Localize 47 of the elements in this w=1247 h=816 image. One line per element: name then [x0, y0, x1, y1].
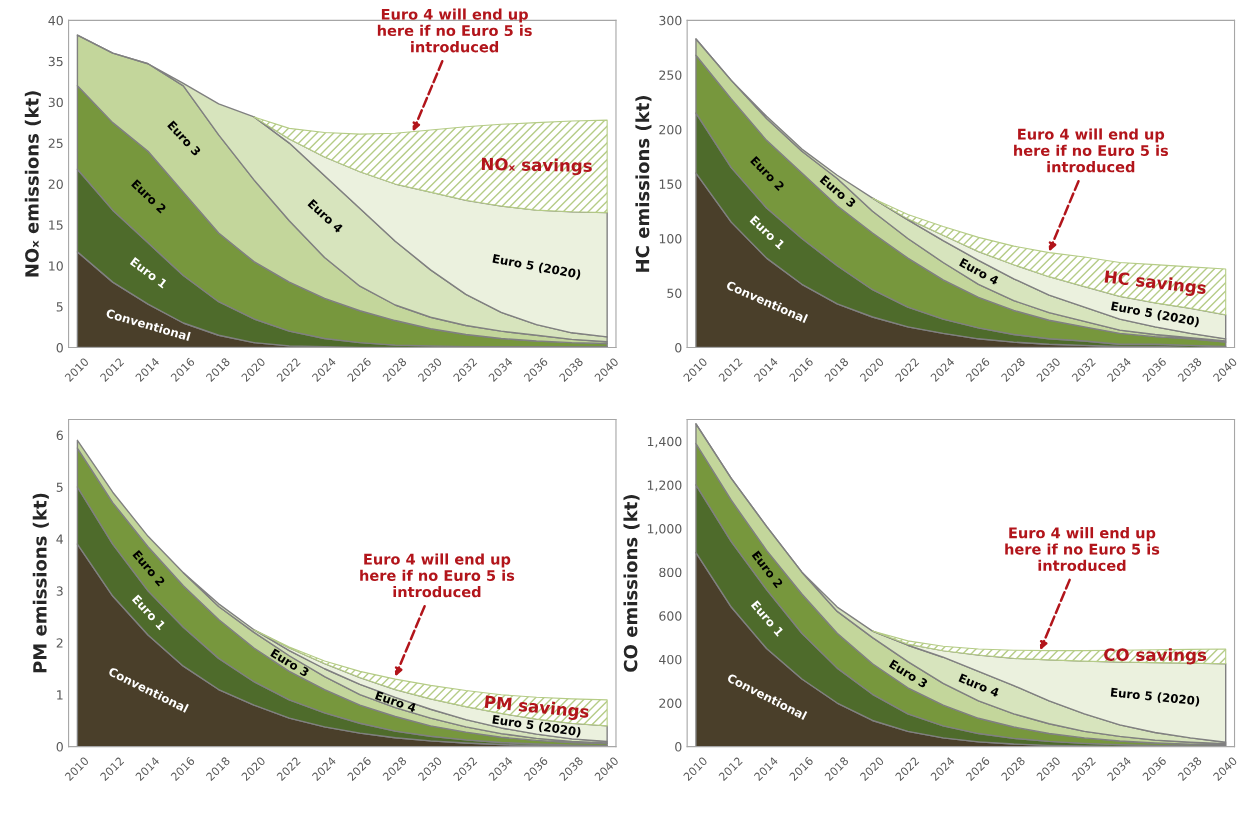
y-tick-label: 400	[659, 654, 682, 665]
y-tick-label: 15	[49, 220, 63, 230]
series-label: CO savings	[1104, 648, 1207, 665]
annotation: Euro 4 will end up here if no Euro 5 is introduced	[360, 553, 515, 598]
y-tick-label: 35	[48, 56, 63, 67]
series-label: Euro 4	[958, 673, 1000, 698]
series-label: Euro 4	[374, 690, 417, 713]
y-tick-label: 1,000	[647, 524, 682, 535]
y-tick-label: 100	[659, 233, 682, 244]
y-tick-label: 0	[56, 343, 63, 353]
y-tick-label: 40	[48, 15, 63, 26]
y-tick-label: 0	[675, 343, 682, 353]
y-tick-label: 1,400	[647, 436, 682, 448]
y-tick-label: 300	[659, 15, 682, 26]
y-tick-label: 0	[675, 742, 682, 752]
y-tick-label: 4	[56, 534, 64, 544]
series-label: Euro 5 (2020)	[1110, 687, 1200, 707]
series-label: NOₓ savings	[481, 157, 592, 176]
y-axis-title: HC emissions (kt)	[635, 96, 652, 272]
y-axis-title: PM emissions (kt)	[32, 493, 49, 673]
y-tick-label: 5	[56, 302, 63, 312]
series-label: HC savings	[1104, 269, 1207, 298]
y-tick-label: 25	[48, 138, 63, 148]
y-tick-label: 50	[667, 288, 682, 298]
y-tick-label: 6	[56, 430, 63, 441]
y-tick-label: 200	[659, 698, 682, 708]
y-tick-label: 1,200	[647, 480, 682, 492]
annotation: Euro 4 will end up here if no Euro 5 is introduced	[1014, 128, 1169, 173]
y-tick-label: 30	[48, 97, 63, 108]
y-axis-title: CO emissions (kt)	[623, 495, 640, 672]
y-tick-label: 5	[56, 482, 63, 492]
y-tick-label: 1	[57, 690, 63, 700]
y-tick-label: 20	[48, 179, 63, 189]
series-label: Euro 5 (2020)	[492, 253, 582, 281]
y-tick-label: 250	[659, 70, 682, 80]
y-tick-label: 2	[56, 638, 63, 648]
y-tick-label: 3	[56, 586, 63, 596]
annotation: Euro 4 will end up here if no Euro 5 is introduced	[377, 8, 532, 53]
y-tick-label: 10	[49, 261, 63, 271]
series-label: Euro 5 (2020)	[1110, 301, 1200, 328]
y-tick-label: 150	[659, 179, 682, 189]
annotation: Euro 4 will end up here if no Euro 5 is introduced	[1005, 527, 1160, 572]
y-tick-label: 800	[659, 567, 682, 578]
y-tick-label: 200	[659, 124, 682, 135]
y-tick-label: 0	[56, 742, 63, 752]
y-tick-label: 600	[659, 611, 682, 621]
y-axis-title: NOₓ emissions (kt)	[24, 91, 41, 277]
